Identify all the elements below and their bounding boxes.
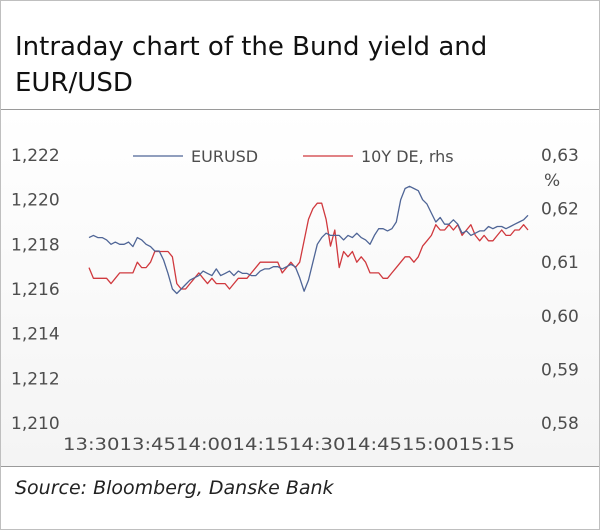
right-tick-label: 0,59 — [541, 360, 579, 380]
series-line-eurusd — [88, 185, 529, 295]
right-tick-label: 0,60 — [541, 307, 579, 327]
source-divider — [1, 466, 599, 467]
right-axis: 0,63 0,62 0,61 0,60 0,59 0,58% — [541, 146, 579, 434]
series-line-bund-yield — [88, 202, 529, 290]
x-tick-label: 14:00 — [176, 435, 233, 455]
left-tick-label: 1,220 — [11, 191, 60, 211]
right-axis-unit: % — [544, 171, 560, 191]
left-tick-label: 1,212 — [11, 369, 60, 389]
left-axis: 1,222 1,220 1,218 1,216 1,214 1,212 1,210 — [11, 146, 60, 434]
intraday-line-chart: 1,222 1,220 1,218 1,216 1,214 1,212 1,210 0,63… — [11, 146, 579, 455]
left-tick-label: 1,210 — [11, 414, 60, 434]
legend-label: EURUSD — [191, 147, 258, 166]
legend-label: 10Y DE, rhs — [361, 147, 454, 166]
legend: EURUSD 10Y DE, rhs — [133, 147, 454, 166]
series-group — [88, 185, 529, 295]
left-tick-label: 1,218 — [11, 235, 60, 255]
left-tick-label: 1,214 — [11, 325, 60, 345]
right-tick-label: 0,62 — [541, 200, 579, 220]
right-tick-label: 0,61 — [541, 253, 579, 273]
chart-header: Intraday chart of the Bund yield and EUR… — [1, 1, 599, 109]
x-tick-label: 14:30 — [289, 435, 346, 455]
x-tick-label: 13:45 — [120, 435, 177, 455]
x-tick-label: 13:30 — [63, 435, 120, 455]
right-tick-label: 0,58 — [541, 414, 579, 434]
source-note: Source: Bloomberg, Danske Bank — [15, 477, 334, 499]
x-tick-label: 15:15 — [459, 435, 516, 455]
title-divider — [1, 109, 599, 110]
x-tick-label: 14:45 — [346, 435, 403, 455]
x-tick-label: 14:15 — [233, 435, 290, 455]
chart-title: Intraday chart of the Bund yield and EUR… — [15, 32, 488, 98]
plot-background — [1, 110, 599, 466]
left-tick-label: 1,216 — [11, 280, 60, 300]
x-axis: 13:30 13:45 14:00 14:15 14:30 14:45 15:00 15:15 — [63, 435, 515, 455]
left-tick-label: 1,222 — [11, 146, 60, 166]
right-tick-label: 0,63 — [541, 146, 579, 166]
x-tick-label: 15:00 — [402, 435, 459, 455]
